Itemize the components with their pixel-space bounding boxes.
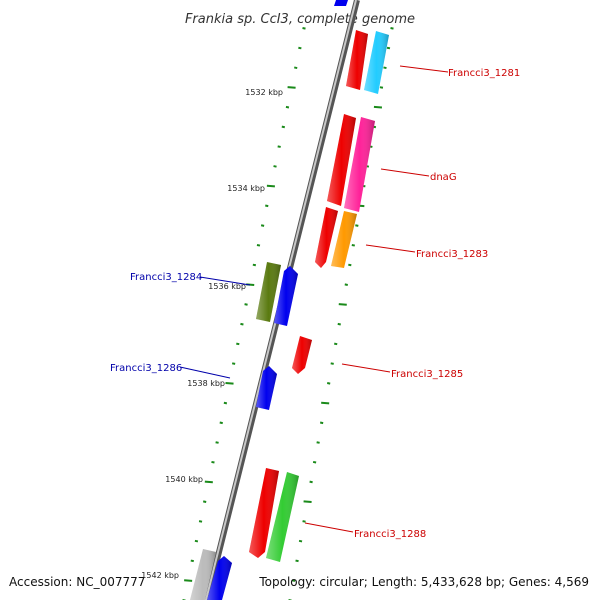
minor-tick [298, 46, 302, 50]
major-tick [204, 480, 213, 484]
inner-dotted-track [182, 27, 306, 600]
map-title: Frankia sp. CcI3, complete genome [185, 12, 415, 27]
major-tick [303, 500, 312, 503]
tick-label-1540: 1540 kbp [165, 475, 203, 484]
gene-dnaG[interactable] [344, 117, 375, 212]
minor-tick [285, 105, 290, 109]
minor-tick [319, 421, 324, 425]
minor-tick [240, 322, 244, 326]
minor-tick [252, 263, 257, 267]
minor-tick [265, 204, 269, 208]
gene-francci3-1287[interactable] [249, 468, 279, 558]
gene-label-francci3-1288[interactable]: Francci3_1288 [354, 529, 426, 540]
minor-tick [281, 125, 286, 129]
minor-tick [202, 500, 207, 503]
minor-tick [344, 283, 348, 286]
gene-bottom-grey[interactable] [190, 549, 216, 600]
gene-francci3-1282-red[interactable] [327, 114, 356, 206]
major-tick [225, 382, 234, 385]
minor-tick [348, 263, 352, 267]
gene-francci3-1286[interactable] [256, 366, 277, 410]
minor-tick [302, 520, 306, 523]
major-tick [287, 86, 296, 89]
minor-tick [326, 382, 331, 385]
gene-label-francci3-1286[interactable]: Francci3_1286 [110, 363, 182, 374]
minor-tick [190, 559, 194, 563]
gene-francci3-1280[interactable] [346, 30, 368, 90]
gene-francci3-1284-blue[interactable] [274, 266, 298, 326]
minor-tick [351, 243, 356, 247]
tick-label-1534: 1534 kbp [227, 184, 265, 193]
minor-tick [355, 224, 359, 227]
tick-label-1532: 1532 kbp [245, 88, 283, 97]
tick-label-1536: 1536 kbp [208, 282, 246, 291]
gene-label-francci3-1284[interactable]: Francci3_1284 [130, 272, 202, 283]
gene-francci3-1284[interactable] [256, 262, 281, 322]
accession-text: Accession: NC_007777 [9, 575, 145, 589]
gene-bottom-blue[interactable] [207, 556, 232, 600]
tick-label-1538: 1538 kbp [187, 379, 225, 388]
minor-tick [231, 362, 236, 365]
gene-label-francci3-1281[interactable]: Francci3_1281 [448, 68, 520, 79]
minor-tick [260, 224, 265, 227]
minor-tick [337, 322, 341, 326]
minor-tick [291, 579, 296, 582]
minor-tick [273, 165, 277, 168]
minor-tick [198, 520, 203, 523]
major-tick [373, 105, 383, 109]
minor-tick [302, 27, 306, 30]
minor-tick [390, 27, 394, 30]
minor-tick [379, 86, 384, 89]
major-tick [338, 303, 347, 306]
outer-dotted-track [288, 27, 394, 600]
tick-label-1542: 1542 kbp [141, 571, 179, 580]
minor-tick [256, 243, 261, 247]
minor-tick [194, 539, 199, 543]
minor-tick [309, 480, 313, 484]
leader-lines [179, 65, 449, 533]
gene-francci3-1283[interactable] [331, 211, 357, 268]
major-tick [184, 579, 193, 582]
gene-label-dnaG[interactable]: dnaG [430, 172, 457, 183]
gene-label-francci3-1283[interactable]: Francci3_1283 [416, 249, 488, 260]
minor-tick [211, 460, 215, 464]
minor-tick [215, 441, 219, 444]
gene-francci3-1285[interactable] [292, 336, 312, 374]
minor-tick [294, 66, 298, 70]
gene-francci3-1283-red[interactable] [315, 207, 338, 268]
minor-tick [219, 421, 223, 425]
minor-tick [312, 460, 317, 464]
minor-tick [277, 145, 281, 148]
minor-tick [298, 539, 303, 543]
major-tick [266, 184, 275, 188]
gene-label-francci3-1285[interactable]: Francci3_1285 [391, 369, 463, 380]
summary-text: Topology: circular; Length: 5,433,628 bp… [258, 575, 589, 589]
minor-tick [236, 342, 240, 346]
gene-francci3-1288[interactable] [266, 472, 299, 562]
gene-francci3-1281[interactable] [364, 31, 389, 94]
minor-tick [334, 342, 338, 346]
major-tick [321, 401, 330, 405]
minor-tick [383, 66, 387, 70]
minor-tick [386, 46, 391, 50]
minor-tick [330, 362, 334, 365]
gene-top-blue[interactable] [334, 0, 348, 6]
minor-tick [223, 401, 228, 405]
minor-tick [244, 303, 248, 306]
minor-tick [295, 559, 299, 563]
minor-tick [316, 441, 320, 444]
